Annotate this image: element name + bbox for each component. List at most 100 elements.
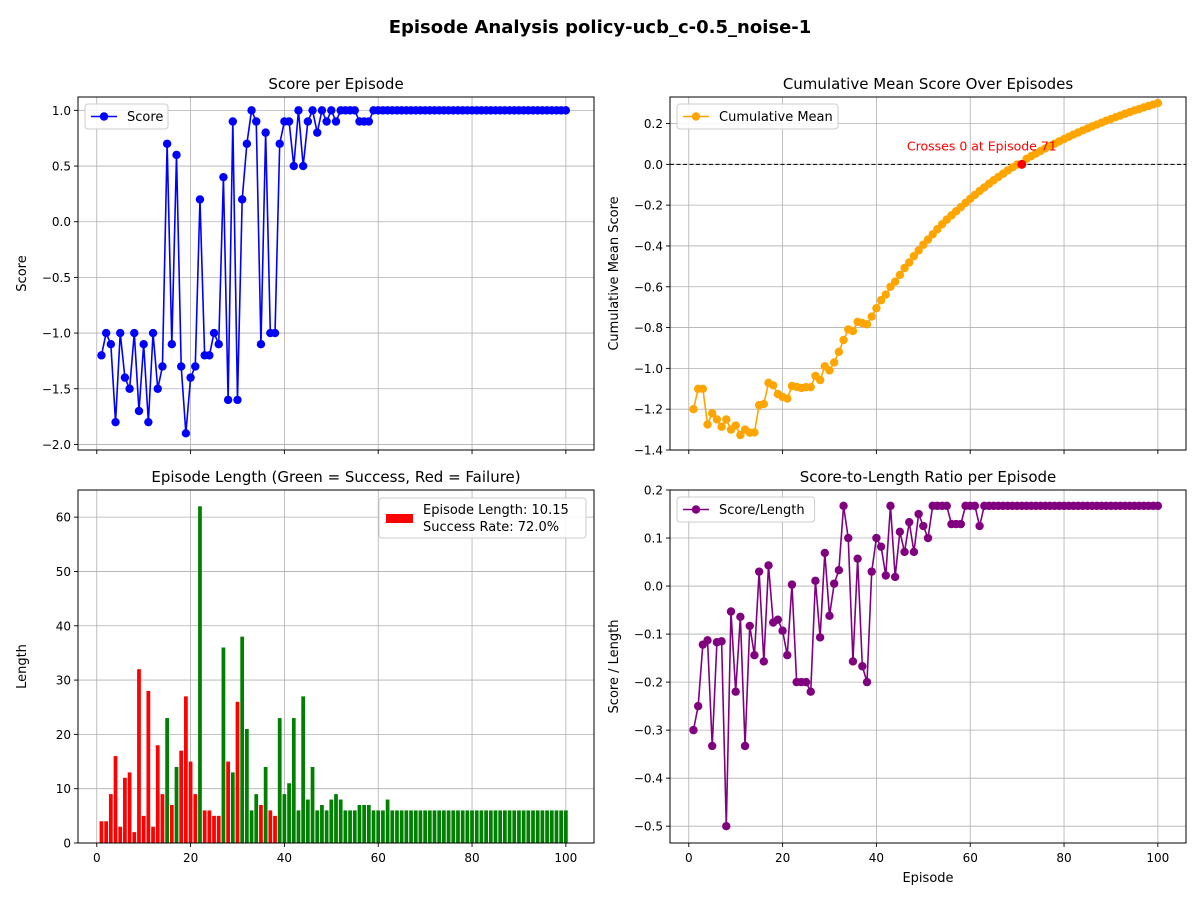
y-tick-label: −1.2 <box>634 403 663 417</box>
bar-success <box>287 783 291 843</box>
bar-success <box>301 696 306 843</box>
x-tick-label: 0 <box>685 851 693 865</box>
crossing-annotation: Crosses 0 at Episode 71 <box>907 138 1057 153</box>
data-point <box>848 657 858 666</box>
bar-failure <box>113 756 118 843</box>
bar-failure <box>127 772 132 843</box>
plot-area <box>97 106 571 438</box>
y-axis-label: Length <box>15 644 30 689</box>
data-point <box>270 328 280 338</box>
data-point <box>209 328 219 338</box>
data-point <box>322 117 331 126</box>
data-point <box>233 395 242 405</box>
y-tick-label: −1.5 <box>42 382 71 396</box>
data-point <box>364 117 374 126</box>
bar-failure <box>212 815 216 843</box>
data-point <box>294 106 303 115</box>
data-point <box>303 117 313 126</box>
y-tick-label: −0.3 <box>634 724 663 738</box>
data-point <box>698 384 708 393</box>
bar-success <box>442 810 446 843</box>
data-point <box>327 106 336 115</box>
bar-success <box>240 636 245 843</box>
data-point <box>214 340 223 349</box>
episode-length-panel: Episode Length (Green = Success, Red = F… <box>15 468 595 865</box>
data-point <box>289 161 298 171</box>
data-point <box>825 366 834 375</box>
bar-success <box>263 766 268 843</box>
data-point <box>905 517 914 527</box>
bar-success <box>563 810 568 843</box>
grid <box>670 489 1186 843</box>
score-length-ratio-panel: Score-to-Length Ratio per Episode −0.5 −0.… <box>607 468 1187 886</box>
bar-failure <box>137 669 141 843</box>
bar-success <box>451 810 456 843</box>
y-tick-label: 0.1 <box>644 532 663 546</box>
y-tick-label: 0.0 <box>644 158 663 172</box>
data-point <box>731 421 740 430</box>
data-point <box>205 351 214 360</box>
bar-success <box>502 810 507 843</box>
bar-success <box>437 810 442 843</box>
bar-success <box>296 810 301 843</box>
bar-failure <box>118 826 123 843</box>
data-point <box>900 547 909 557</box>
bar-success <box>315 810 320 843</box>
legend-swatch <box>386 514 413 523</box>
bar-success <box>305 799 310 843</box>
data-point <box>111 417 120 427</box>
y-tick-label: −0.5 <box>634 820 663 834</box>
data-point <box>148 328 158 338</box>
bar-success <box>348 810 352 843</box>
data-point <box>829 579 839 588</box>
x-tick-label: 0 <box>93 851 101 865</box>
data-point <box>219 172 228 182</box>
bar-success <box>512 810 517 843</box>
data-point <box>905 258 914 267</box>
data-point <box>97 351 106 360</box>
bar-failure <box>169 804 174 843</box>
data-point <box>261 128 270 137</box>
bar-success <box>390 810 395 843</box>
bar-success <box>540 810 545 843</box>
data-point <box>900 263 909 273</box>
x-tick-label: 80 <box>464 851 479 865</box>
y-tick-label: 0.0 <box>644 580 663 594</box>
x-tick-label: 60 <box>963 851 978 865</box>
y-tick-label: 60 <box>56 511 71 525</box>
legend: Score/Length <box>676 496 816 523</box>
data-point <box>158 362 167 371</box>
data-point <box>256 340 266 349</box>
bar-failure <box>226 761 230 843</box>
plot-area <box>99 506 568 843</box>
legend-box <box>676 496 816 523</box>
y-tick-label: −0.8 <box>634 321 663 335</box>
bar-failure <box>132 832 137 843</box>
bar-success <box>507 810 512 843</box>
y-tick-label: 20 <box>56 728 71 742</box>
bar-success <box>282 794 287 843</box>
bar-success <box>254 794 259 843</box>
score-panel: Score per Episode −2.0 −1.5 −1.0 −0.5 0.0 0.5 1… <box>15 75 595 454</box>
y-tick-label: 0 <box>63 837 71 851</box>
data-point <box>970 501 980 511</box>
bar-failure <box>151 826 155 843</box>
bar-success <box>277 718 282 843</box>
bar-success <box>413 810 418 843</box>
data-point <box>956 519 966 529</box>
axes-frame <box>77 96 595 451</box>
bar-success <box>230 772 235 843</box>
data-point <box>881 290 890 299</box>
data-point <box>820 548 829 558</box>
data-point <box>191 362 200 371</box>
data-point <box>712 415 722 424</box>
y-tick-label: −0.2 <box>634 676 663 690</box>
bar-failure <box>141 815 146 843</box>
y-tick-label: 1.0 <box>52 104 71 118</box>
bar-failure <box>188 761 193 843</box>
y-tick-label: −2.0 <box>42 438 71 452</box>
bar-success <box>531 810 535 843</box>
data-point <box>886 501 895 511</box>
bar-failure <box>216 815 221 843</box>
data-point <box>844 533 853 543</box>
